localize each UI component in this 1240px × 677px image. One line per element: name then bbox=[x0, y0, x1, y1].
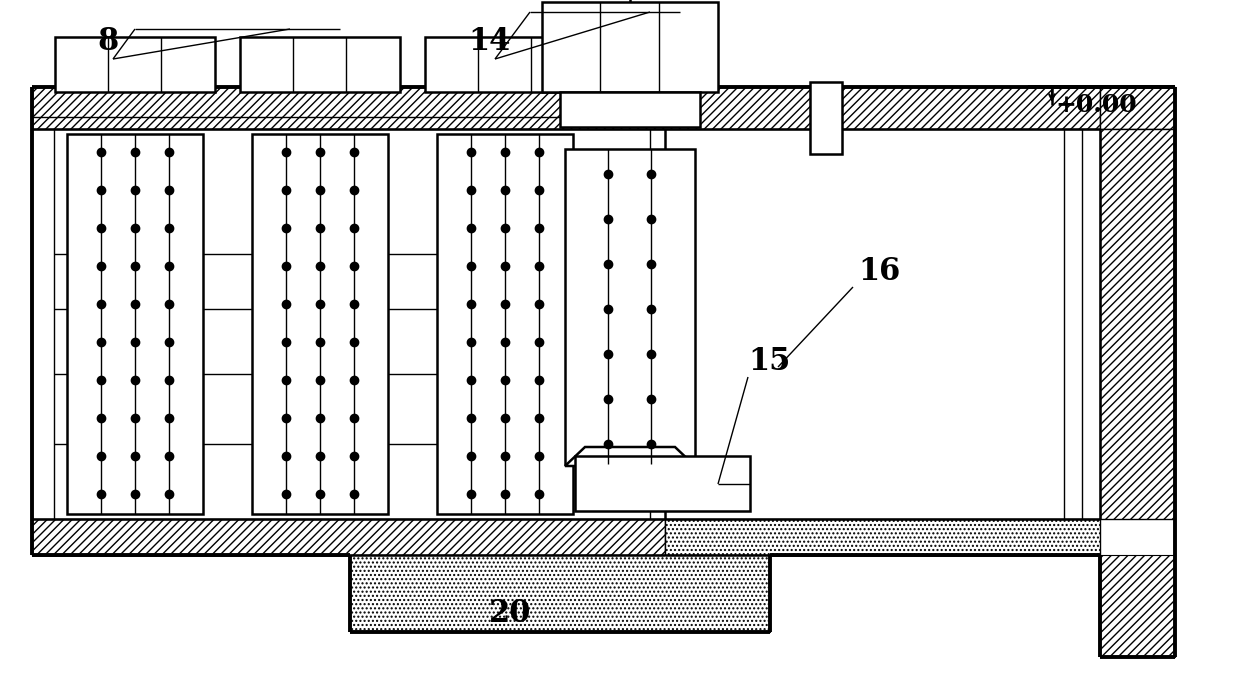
Bar bbox=[565, 149, 694, 464]
Bar bbox=[241, 37, 401, 92]
Bar bbox=[1100, 555, 1176, 657]
Bar bbox=[810, 82, 842, 154]
Bar bbox=[665, 519, 1100, 555]
Text: 15: 15 bbox=[748, 346, 790, 377]
Text: 8: 8 bbox=[98, 26, 119, 57]
Text: 14: 14 bbox=[469, 26, 511, 57]
Text: 20: 20 bbox=[489, 598, 531, 629]
Bar bbox=[32, 87, 1100, 129]
Text: 16: 16 bbox=[858, 256, 900, 287]
Bar bbox=[436, 134, 573, 514]
Bar bbox=[252, 134, 388, 514]
Bar bbox=[32, 519, 665, 555]
Bar bbox=[350, 555, 770, 632]
Text: +0.00: +0.00 bbox=[1055, 93, 1137, 117]
Bar bbox=[67, 134, 203, 514]
Bar bbox=[810, 82, 842, 154]
Bar bbox=[560, 92, 701, 127]
Bar bbox=[542, 2, 718, 92]
Bar bbox=[1100, 129, 1176, 519]
Bar bbox=[1100, 87, 1176, 129]
Bar bbox=[575, 456, 750, 511]
Bar bbox=[425, 37, 585, 92]
Bar bbox=[55, 37, 215, 92]
Polygon shape bbox=[565, 447, 694, 466]
